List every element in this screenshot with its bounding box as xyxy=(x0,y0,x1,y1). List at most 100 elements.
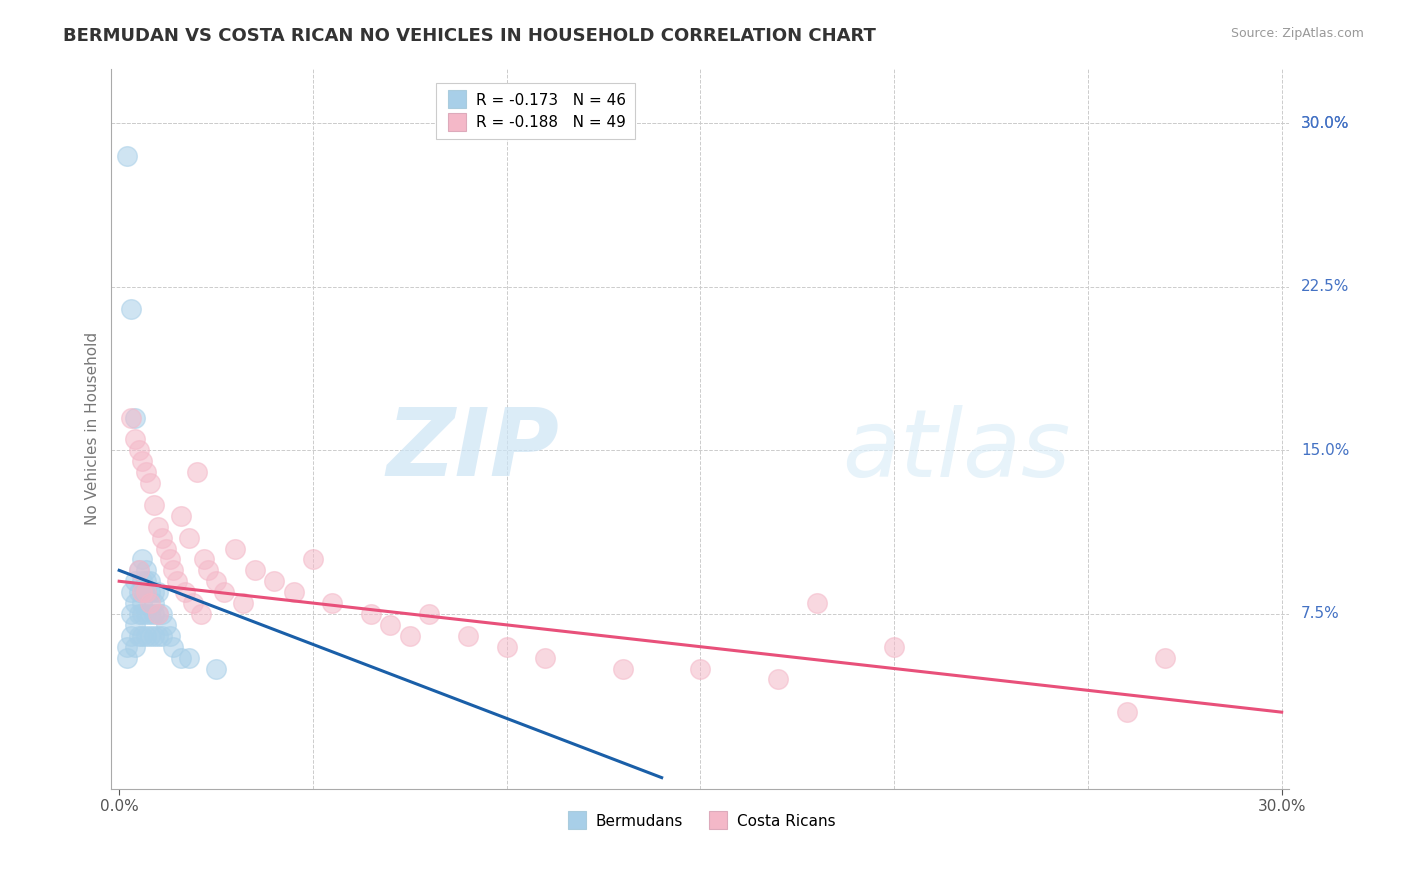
Point xyxy=(124,433,146,447)
Point xyxy=(1115,705,1137,719)
Point xyxy=(128,563,150,577)
Point xyxy=(131,629,153,643)
Point xyxy=(186,465,208,479)
Point xyxy=(115,650,138,665)
Point xyxy=(139,629,162,643)
Point xyxy=(120,410,142,425)
Point xyxy=(155,541,177,556)
Text: ZIP: ZIP xyxy=(387,404,560,496)
Point xyxy=(170,508,193,523)
Point xyxy=(302,552,325,566)
Point xyxy=(143,596,166,610)
Point xyxy=(135,563,157,577)
Text: atlas: atlas xyxy=(842,405,1070,496)
Point xyxy=(115,149,138,163)
Point xyxy=(124,596,146,610)
Point xyxy=(495,640,517,654)
Point xyxy=(131,585,153,599)
Point xyxy=(181,596,204,610)
Point xyxy=(135,585,157,599)
Point xyxy=(1154,650,1177,665)
Text: 15.0%: 15.0% xyxy=(1301,442,1350,458)
Point xyxy=(170,650,193,665)
Point xyxy=(150,629,173,643)
Text: BERMUDAN VS COSTA RICAN NO VEHICLES IN HOUSEHOLD CORRELATION CHART: BERMUDAN VS COSTA RICAN NO VEHICLES IN H… xyxy=(63,27,876,45)
Point xyxy=(135,574,157,589)
Point xyxy=(131,607,153,621)
Point xyxy=(139,574,162,589)
Point xyxy=(143,585,166,599)
Y-axis label: No Vehicles in Household: No Vehicles in Household xyxy=(86,332,100,525)
Point xyxy=(124,640,146,654)
Point xyxy=(128,607,150,621)
Point xyxy=(135,629,157,643)
Point xyxy=(205,574,228,589)
Point xyxy=(177,531,200,545)
Point xyxy=(135,585,157,599)
Point xyxy=(806,596,828,610)
Point xyxy=(224,541,246,556)
Point xyxy=(146,519,169,533)
Legend: Bermudans, Costa Ricans: Bermudans, Costa Ricans xyxy=(560,807,842,835)
Point xyxy=(135,465,157,479)
Point xyxy=(139,596,162,610)
Point xyxy=(612,661,634,675)
Point xyxy=(128,443,150,458)
Point xyxy=(283,585,305,599)
Point xyxy=(128,563,150,577)
Point xyxy=(159,552,181,566)
Point xyxy=(143,498,166,512)
Point xyxy=(139,476,162,491)
Point xyxy=(534,650,557,665)
Point xyxy=(162,563,184,577)
Point xyxy=(197,563,219,577)
Point xyxy=(124,618,146,632)
Point xyxy=(124,574,146,589)
Point xyxy=(177,650,200,665)
Point xyxy=(418,607,440,621)
Point xyxy=(380,618,402,632)
Point xyxy=(143,607,166,621)
Point xyxy=(150,607,173,621)
Point xyxy=(263,574,285,589)
Point xyxy=(131,585,153,599)
Text: 30.0%: 30.0% xyxy=(1301,116,1350,130)
Point xyxy=(146,629,169,643)
Point xyxy=(124,410,146,425)
Point xyxy=(398,629,420,643)
Point xyxy=(120,585,142,599)
Point xyxy=(883,640,905,654)
Point xyxy=(162,640,184,654)
Point xyxy=(143,629,166,643)
Text: 30.0%: 30.0% xyxy=(1301,116,1350,130)
Point xyxy=(159,629,181,643)
Point xyxy=(128,629,150,643)
Point xyxy=(360,607,382,621)
Point xyxy=(146,607,169,621)
Point xyxy=(174,585,197,599)
Point xyxy=(131,454,153,468)
Point xyxy=(115,640,138,654)
Point xyxy=(120,301,142,316)
Point xyxy=(135,607,157,621)
Point xyxy=(205,661,228,675)
Point xyxy=(166,574,188,589)
Text: Source: ZipAtlas.com: Source: ZipAtlas.com xyxy=(1230,27,1364,40)
Point xyxy=(128,585,150,599)
Point xyxy=(131,574,153,589)
Point xyxy=(212,585,235,599)
Point xyxy=(139,607,162,621)
Point xyxy=(243,563,266,577)
Point xyxy=(155,618,177,632)
Point xyxy=(689,661,711,675)
Point xyxy=(321,596,343,610)
Point xyxy=(146,607,169,621)
Point xyxy=(457,629,479,643)
Text: 22.5%: 22.5% xyxy=(1301,279,1350,294)
Point xyxy=(139,585,162,599)
Text: 7.5%: 7.5% xyxy=(1301,607,1340,622)
Point xyxy=(146,585,169,599)
Point xyxy=(131,552,153,566)
Point xyxy=(190,607,212,621)
Point xyxy=(131,596,153,610)
